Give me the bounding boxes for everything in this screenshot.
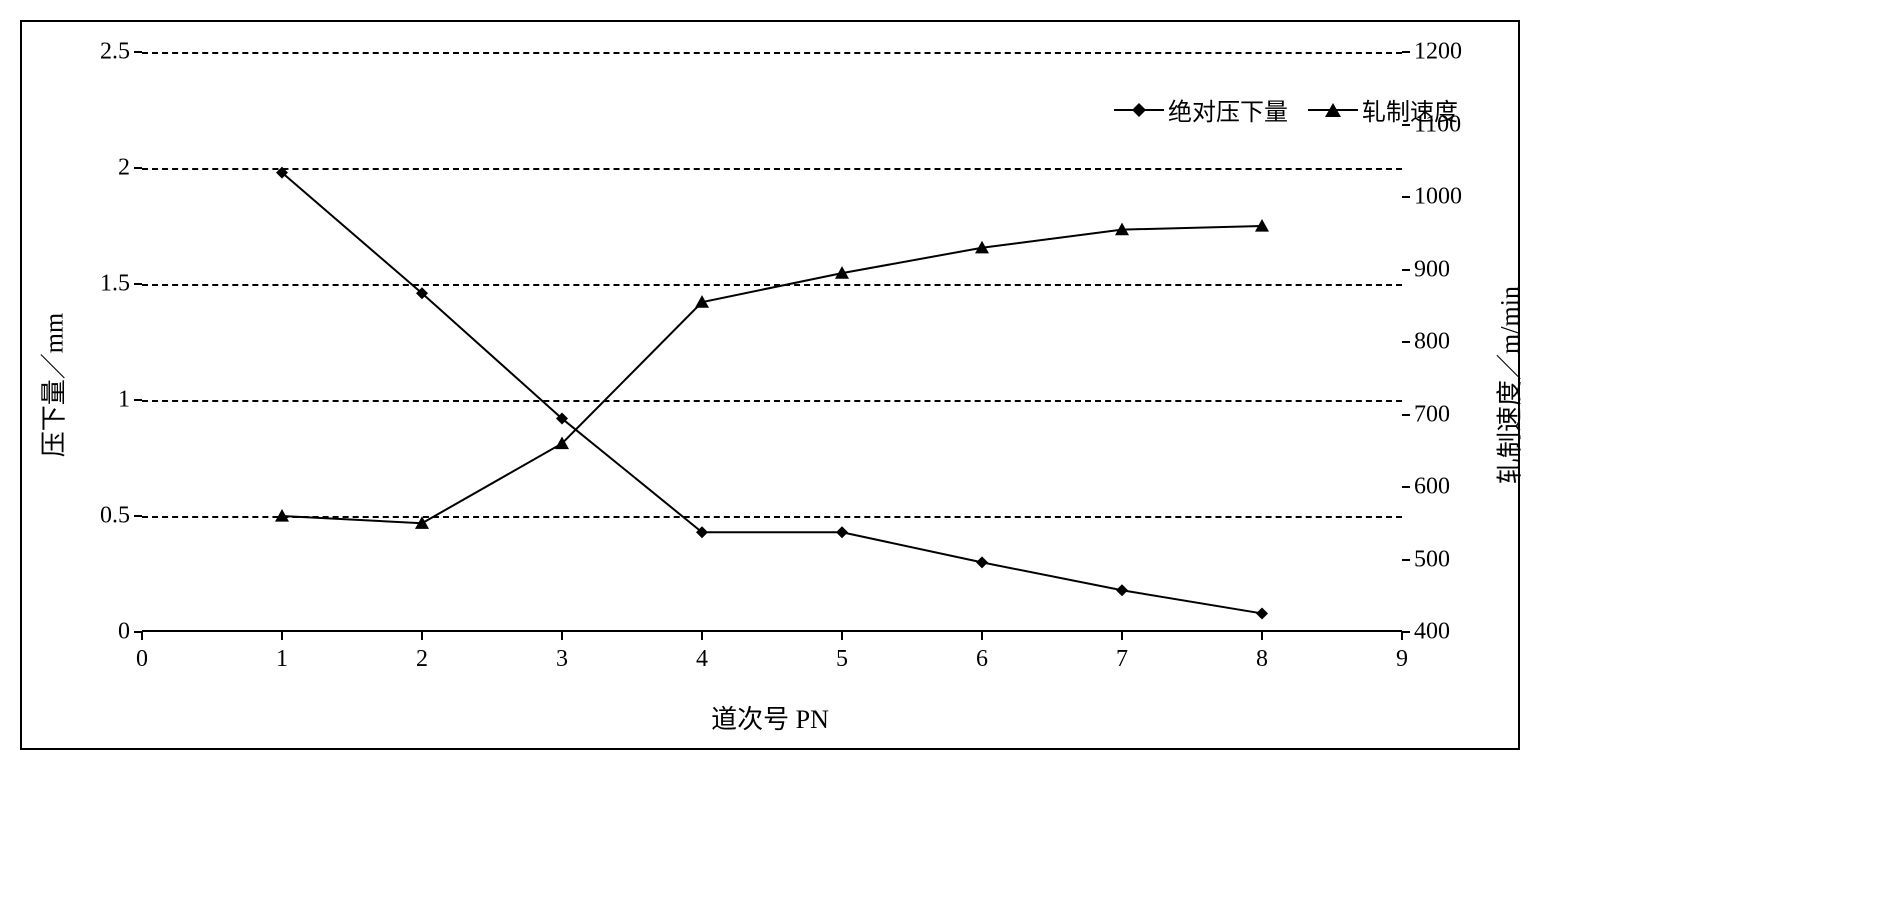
y-right-tick-label: 600	[1414, 474, 1450, 501]
x-tick	[1401, 632, 1403, 640]
y-right-tick-label: 400	[1414, 619, 1450, 646]
y-left-tick-label: 2	[118, 155, 130, 182]
x-tick	[701, 632, 703, 640]
gridline	[142, 516, 1402, 518]
x-axis-title: 道次号 PN	[711, 699, 829, 736]
y-left-tick-label: 1.5	[100, 271, 130, 298]
y-right-axis-title: 轧制速度／m/min	[1490, 286, 1527, 484]
chart-svg	[142, 52, 1402, 632]
y-right-tick	[1402, 631, 1410, 633]
legend: 绝对压下量 轧制速度	[1114, 92, 1458, 127]
gridline	[142, 284, 1402, 286]
y-right-tick	[1402, 559, 1410, 561]
x-tick-label: 9	[1396, 646, 1408, 673]
y-right-tick-label: 1200	[1414, 39, 1462, 66]
x-tick-label: 5	[836, 646, 848, 673]
y-left-tick	[134, 399, 142, 401]
y-left-tick	[134, 167, 142, 169]
y-right-tick-label: 500	[1414, 546, 1450, 573]
y-right-tick	[1402, 341, 1410, 343]
x-tick	[1121, 632, 1123, 640]
y-right-tick-label: 1000	[1414, 184, 1462, 211]
x-tick-label: 6	[976, 646, 988, 673]
x-tick	[1261, 632, 1263, 640]
y-right-tick	[1402, 196, 1410, 198]
legend-marker-triangle	[1308, 109, 1358, 111]
legend-label-speed: 轧制速度	[1362, 92, 1458, 127]
legend-item-speed: 轧制速度	[1308, 92, 1458, 127]
legend-item-reduction: 绝对压下量	[1114, 92, 1288, 127]
gridline	[142, 168, 1402, 170]
y-left-tick-label: 1	[118, 387, 130, 414]
gridline	[142, 52, 1402, 54]
gridline	[142, 400, 1402, 402]
diamond-marker	[1116, 584, 1128, 596]
x-tick-label: 0	[136, 646, 148, 673]
plot-area: 00.511.522.54005006007008009001000110012…	[142, 52, 1402, 632]
x-tick	[561, 632, 563, 640]
y-right-tick-label: 700	[1414, 401, 1450, 428]
y-left-tick-label: 2.5	[100, 39, 130, 66]
x-tick	[281, 632, 283, 640]
y-left-tick	[134, 515, 142, 517]
y-left-tick	[134, 51, 142, 53]
y-left-tick	[134, 283, 142, 285]
y-left-tick-label: 0.5	[100, 503, 130, 530]
y-left-tick-label: 0	[118, 619, 130, 646]
y-right-tick	[1402, 414, 1410, 416]
x-tick	[841, 632, 843, 640]
x-tick-label: 3	[556, 646, 568, 673]
diamond-marker	[836, 526, 848, 538]
y-right-tick	[1402, 486, 1410, 488]
y-right-tick	[1402, 51, 1410, 53]
x-tick-label: 4	[696, 646, 708, 673]
y-right-tick	[1402, 269, 1410, 271]
x-axis-line	[142, 630, 1402, 632]
series-line	[282, 226, 1262, 523]
x-tick-label: 2	[416, 646, 428, 673]
legend-label-reduction: 绝对压下量	[1168, 92, 1288, 127]
x-tick	[981, 632, 983, 640]
series-line	[282, 173, 1262, 614]
x-tick-label: 1	[276, 646, 288, 673]
x-tick	[421, 632, 423, 640]
x-tick-label: 7	[1116, 646, 1128, 673]
y-right-tick-label: 800	[1414, 329, 1450, 356]
y-right-tick-label: 900	[1414, 256, 1450, 283]
legend-marker-diamond	[1114, 109, 1164, 111]
chart-container: 00.511.522.54005006007008009001000110012…	[20, 20, 1520, 750]
diamond-marker	[976, 556, 988, 568]
x-tick-label: 8	[1256, 646, 1268, 673]
x-tick	[141, 632, 143, 640]
y-left-axis-title: 压下量／mm	[34, 313, 71, 457]
diamond-marker	[1256, 607, 1268, 619]
